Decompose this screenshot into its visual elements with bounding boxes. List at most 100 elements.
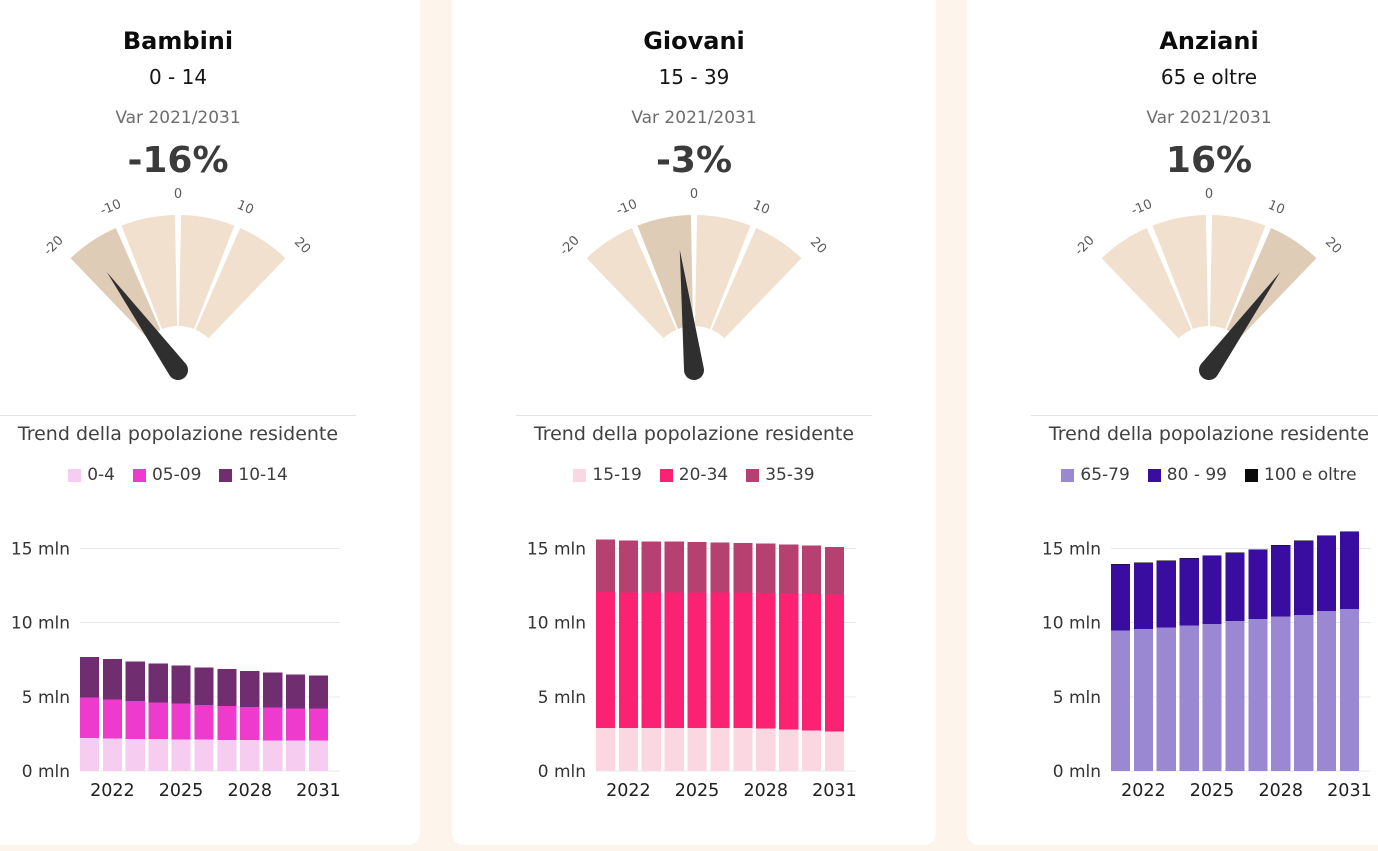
- bar-segment-2022: [618, 728, 638, 771]
- bar-segment-2028: [240, 706, 260, 741]
- bar-segment-2031: [1339, 531, 1360, 532]
- legend-swatch-icon: [1061, 468, 1075, 482]
- y-axis-label: 15 mln: [1042, 539, 1101, 559]
- bar-segment-2026: [1225, 552, 1245, 622]
- legend-item: 65-79: [1061, 465, 1130, 485]
- gauge-segment-active: [637, 215, 694, 330]
- bar-segment-2023: [125, 661, 145, 701]
- gauge-segment: [121, 215, 178, 330]
- bar-segment-2031: [308, 740, 329, 771]
- y-axis-label: 0 mln: [1053, 762, 1101, 782]
- bar-segment-2029: [1294, 540, 1314, 541]
- bar-segment-2029: [779, 544, 799, 594]
- bar-segment-2030: [285, 740, 306, 771]
- variation-value: -3%: [655, 140, 733, 181]
- bar-segment-2031: [824, 547, 845, 595]
- bar-segment-2027: [733, 728, 753, 771]
- legend-swatch-icon: [132, 468, 146, 482]
- bar-segment-2031: [1339, 609, 1360, 771]
- variation-label: Var 2021/2031: [1146, 108, 1272, 128]
- gauge-segment: [586, 228, 677, 339]
- bar-segment-2022: [102, 699, 122, 739]
- legend-swatch-icon: [659, 468, 673, 482]
- y-axis-label: 10 mln: [11, 614, 70, 634]
- bar-segment-2028: [240, 740, 260, 771]
- legend-swatch-icon: [219, 468, 233, 482]
- bar-segment-2026: [1225, 621, 1245, 771]
- legend: 15-19 20-34 35-39: [452, 465, 936, 487]
- bar-segment-2030: [1316, 535, 1337, 537]
- trend-title: Trend della popolazione residente: [533, 423, 855, 445]
- x-axis-label: 2025: [159, 781, 204, 801]
- variation-value: -16%: [127, 140, 229, 181]
- bar-segment-2021: [595, 728, 616, 771]
- legend-item: 10-14: [219, 465, 288, 485]
- x-axis-label: 2025: [1190, 781, 1235, 801]
- bar-segment-2025: [687, 542, 707, 593]
- y-axis-label: 0 mln: [22, 762, 70, 782]
- separator-line: [516, 415, 872, 416]
- legend-item: 05-09: [132, 465, 202, 485]
- legend-swatch-icon: [746, 468, 760, 482]
- age-range: 15 - 39: [658, 65, 730, 89]
- bar-segment-2027: [1248, 619, 1268, 771]
- gauge-tick-label: 20: [1322, 235, 1344, 257]
- stacked-bar-chart: 0 mln 5 mln 10 mln 15 mln 2022 2025 2028 2031: [527, 539, 857, 801]
- bar-segment-2030: [801, 545, 822, 594]
- y-axis-label: 0 mln: [538, 762, 586, 782]
- x-axis-label: 2022: [1121, 781, 1166, 801]
- legend-label: 15-19: [592, 465, 642, 485]
- bar-segment-2027: [1248, 549, 1268, 620]
- gauge-tick-label: 20: [291, 235, 313, 257]
- age-range: 65 e oltre: [1160, 65, 1258, 89]
- bar-segment-2031: [824, 594, 845, 732]
- legend-item: 0-4: [68, 465, 115, 485]
- bar-segment-2021: [79, 657, 100, 698]
- bar-segment-2024: [148, 702, 168, 740]
- stacked-bar-chart: 0 mln 5 mln 10 mln 15 mln 2022 2025 2028 2031: [11, 539, 341, 801]
- bar-segment-2030: [285, 708, 306, 741]
- bar-segment-2029: [1294, 540, 1314, 615]
- bar-segment-2030: [1316, 536, 1337, 612]
- bar-segment-2021: [595, 539, 616, 593]
- gauge-segment: [1209, 215, 1266, 330]
- bar-segment-2028: [756, 543, 776, 593]
- gauge-needle: [1198, 272, 1281, 381]
- bar-segment-2026: [710, 727, 730, 771]
- legend-label: 20-34: [678, 465, 729, 485]
- bar-segment-2024: [1179, 558, 1199, 626]
- bar-segment-2029: [779, 729, 799, 771]
- x-axis-label: 2022: [90, 781, 135, 801]
- bar-segment-2022: [102, 738, 122, 771]
- panel-giovani: Giovani 15 - 39 Var 2021/2031 -3% -20 -10…: [452, 0, 936, 845]
- legend-label: 35-39: [765, 465, 815, 485]
- bar-segment-2023: [641, 727, 661, 771]
- bar-segment-2028: [1271, 616, 1291, 771]
- bar-segment-2024: [1179, 558, 1199, 559]
- bar-segment-2024: [1179, 625, 1199, 771]
- legend-label: 0-4: [87, 465, 115, 485]
- bar-segment-2023: [125, 700, 145, 739]
- legend-label: 100 e oltre: [1264, 465, 1357, 485]
- bar-segment-2030: [801, 593, 822, 731]
- bar-segment-2030: [285, 674, 306, 709]
- legend-label: 05-09: [151, 465, 202, 485]
- bar-segment-2028: [756, 728, 776, 771]
- x-axis-label: 2028: [227, 781, 272, 801]
- bar-segment-2024: [664, 592, 684, 728]
- bar-segment-2026: [194, 667, 214, 706]
- x-axis-label: 2031: [296, 781, 341, 801]
- gauge-tick-label: -20: [1072, 233, 1098, 259]
- panel-bambini: Bambini 0 - 14 Var 2021/2031 -16% -20 -10…: [0, 0, 420, 845]
- legend-swatch-icon: [1245, 468, 1259, 482]
- bar-segment-2027: [217, 669, 237, 707]
- gauge-tick-label: 20: [807, 235, 829, 257]
- legend-item: 35-39: [746, 465, 815, 485]
- legend-label: 65-79: [1080, 465, 1130, 485]
- bar-segment-2022: [618, 540, 638, 593]
- gauge-segment: [711, 228, 802, 339]
- bar-segment-2026: [1225, 552, 1245, 553]
- bar-segment-2030: [1316, 611, 1337, 771]
- x-axis-label: 2028: [1258, 781, 1303, 801]
